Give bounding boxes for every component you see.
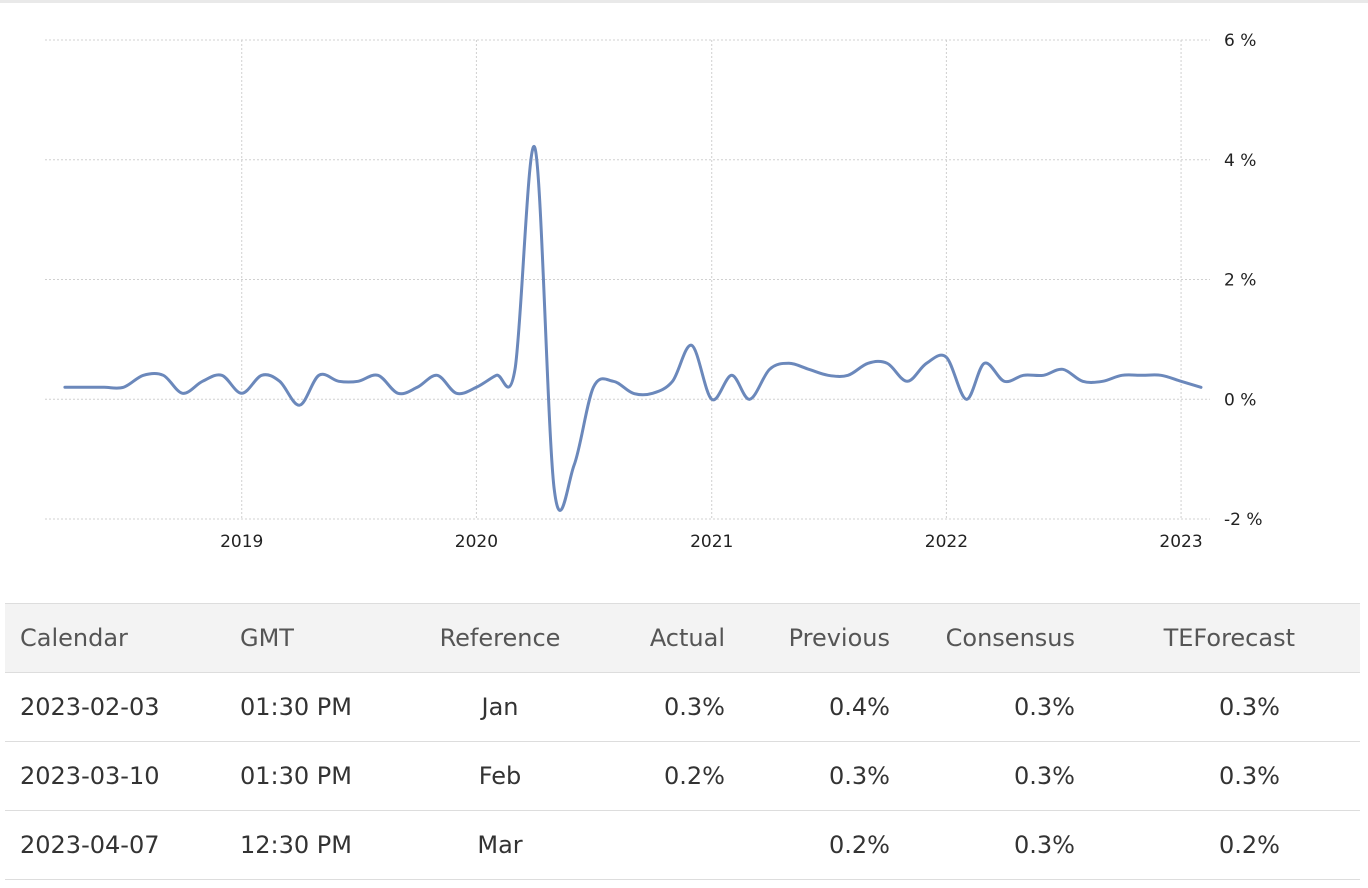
calendar-table: Calendar GMT Reference Actual Previous C… [5,603,1360,880]
header-consensus: Consensus [890,603,1075,673]
cell-calendar: 2023-02-03 [5,672,240,742]
header-reference: Reference [415,603,585,673]
top-divider [0,0,1368,3]
cell-consensus: 0.3% [890,810,1075,880]
cell-teforecast: 0.2% [1075,810,1360,880]
header-previous: Previous [725,603,890,673]
table-header-row: Calendar GMT Reference Actual Previous C… [5,603,1360,673]
cell-gmt: 01:30 PM [240,741,415,811]
cell-reference: Jan [415,672,585,742]
header-actual: Actual [585,603,725,673]
y-tick-label: -2 % [1224,510,1263,530]
y-tick-label: 6 % [1224,31,1256,51]
cell-reference: Mar [415,810,585,880]
header-teforecast: TEForecast [1075,603,1360,673]
x-tick-label: 2019 [220,532,263,552]
series-line [63,145,1203,512]
cell-consensus: 0.3% [890,741,1075,811]
table-row: 2023-03-10 01:30 PM Feb 0.2% 0.3% 0.3% 0… [5,741,1360,811]
cell-previous: 0.2% [725,810,890,880]
line-chart: 6 % 4 % 2 % 0 % -2 % 2019 2020 2021 2022 2023 [45,31,1263,552]
cell-gmt: 01:30 PM [240,672,415,742]
x-tick-label: 2022 [925,532,968,552]
cell-previous: 0.4% [725,672,890,742]
cell-actual: 0.2% [585,741,725,811]
cell-teforecast: 0.3% [1075,672,1360,742]
cell-teforecast: 0.3% [1075,741,1360,811]
cell-actual [585,810,725,880]
y-tick-label: 4 % [1224,151,1256,171]
cell-consensus: 0.3% [890,672,1075,742]
header-calendar: Calendar [5,603,240,673]
y-tick-label: 0 % [1224,390,1256,410]
y-tick-label: 2 % [1224,271,1256,291]
cell-actual: 0.3% [585,672,725,742]
table-row: 2023-02-03 01:30 PM Jan 0.3% 0.4% 0.3% 0… [5,672,1360,742]
cell-previous: 0.3% [725,741,890,811]
table-row: 2023-04-07 12:30 PM Mar 0.2% 0.3% 0.2% [5,810,1360,880]
cell-reference: Feb [415,741,585,811]
header-gmt: GMT [240,603,415,673]
cell-calendar: 2023-04-07 [5,810,240,880]
cell-gmt: 12:30 PM [240,810,415,880]
x-tick-label: 2021 [690,532,733,552]
x-tick-label: 2020 [455,532,498,552]
x-tick-label: 2023 [1159,532,1202,552]
cell-calendar: 2023-03-10 [5,741,240,811]
